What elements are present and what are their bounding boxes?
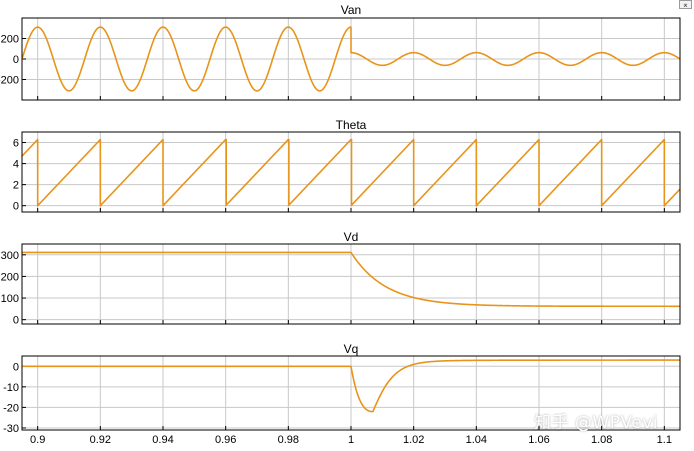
y-tick-label: 0 <box>13 54 19 66</box>
plot-vd: Vd 0 100 200 300 <box>1 230 681 327</box>
y-tick-label: -20 <box>3 402 19 414</box>
axes-frame <box>21 17 681 101</box>
x-tick-label: 0.9 <box>30 434 45 446</box>
plot-title: Vq <box>344 342 359 356</box>
x-tick-label: 1.1 <box>657 434 672 446</box>
series-line <box>22 359 680 413</box>
x-tick-label: 0.96 <box>215 434 236 446</box>
y-tick-label: 200 <box>1 34 19 46</box>
y-tick-label: -30 <box>3 423 19 435</box>
series-line <box>22 138 680 207</box>
y-tick-label: 0 <box>13 315 19 327</box>
series-line <box>22 251 680 308</box>
plot-title: Vd <box>344 230 359 244</box>
y-tick-label: 6 <box>13 138 19 150</box>
y-tick-label: 200 <box>1 271 19 283</box>
x-tick-label: 0.98 <box>278 434 299 446</box>
x-tick-label: 1.06 <box>528 434 549 446</box>
x-tick-label: 1.02 <box>403 434 424 446</box>
series-line <box>22 26 680 92</box>
plot-vq: Vq -30 -20 -10 0 0.9 0.92 0.94 0.96 0.98 1 1.02 1.04… <box>3 342 681 446</box>
undock-button[interactable]: ⌅ <box>679 0 692 9</box>
plot-title: Theta <box>336 118 367 132</box>
x-tick-label: 1 <box>348 434 354 446</box>
y-tick-label: 300 <box>1 250 19 262</box>
y-tick-label: 2 <box>13 180 19 192</box>
axes-frame <box>21 355 681 431</box>
axes-frame <box>21 243 681 325</box>
y-tick-label: -10 <box>3 382 19 394</box>
axes-frame <box>21 131 681 213</box>
y-tick-label: 4 <box>13 159 19 171</box>
plot-theta: Theta 0 2 4 6 <box>13 118 681 213</box>
watermark-text: 知乎 @WPVevi <box>534 413 659 433</box>
y-tick-label: 0 <box>13 201 19 213</box>
y-tick-label: 100 <box>1 293 19 305</box>
x-tick-label: 0.92 <box>90 434 111 446</box>
x-tick-label: 0.94 <box>152 434 173 446</box>
x-tick-label: 1.04 <box>466 434 487 446</box>
plot-van: Van -200 0 200 <box>0 3 681 101</box>
y-tick-label: -200 <box>0 75 19 87</box>
x-tick-label: 1.08 <box>591 434 612 446</box>
plot-title: Van <box>341 3 361 17</box>
y-tick-label: 0 <box>13 361 19 373</box>
